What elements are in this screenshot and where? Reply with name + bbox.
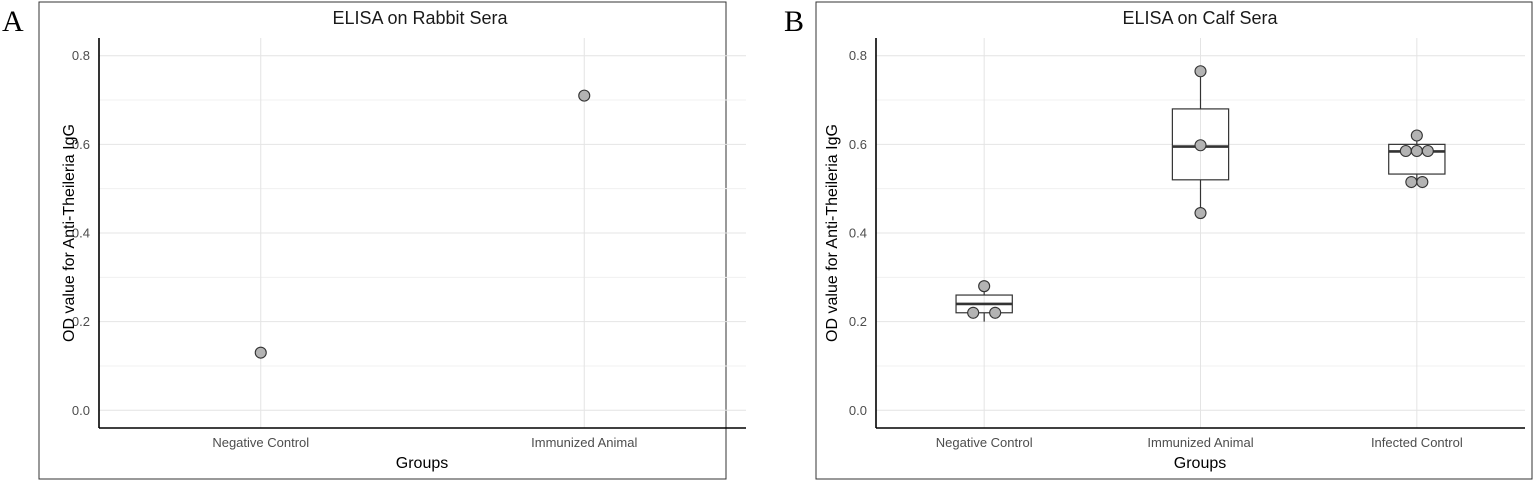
y-tick-label: 0.0 (849, 403, 867, 418)
data-point (1421, 144, 1434, 158)
panel-frame (38, 1, 727, 480)
iqr-box (1171, 108, 1230, 181)
data-point (989, 306, 1002, 319)
data-point (578, 89, 591, 102)
x-tick-label: Infected Control (1371, 435, 1463, 450)
y-axis-title: OD value for Anti-Theileria IgG (824, 124, 841, 342)
panel-frame (815, 1, 1533, 480)
data-point (1399, 144, 1412, 158)
y-tick-label: 0.8 (849, 48, 867, 63)
x-tick-label: Immunized Animal (1147, 435, 1253, 450)
data-point (254, 346, 267, 359)
panel-letter: A (2, 5, 24, 38)
y-tick-label: 0.2 (849, 314, 867, 329)
chart-title: ELISA on Calf Sera (1122, 8, 1278, 28)
data-point (1194, 207, 1207, 220)
y-tick-label: 0.4 (849, 226, 867, 241)
data-point (1416, 175, 1429, 189)
y-axis-title: OD value for Anti-Theileria IgG (61, 124, 78, 342)
x-axis-title: Groups (1174, 455, 1226, 472)
y-tick-label: 0.8 (72, 48, 90, 63)
panel-letter: B (784, 5, 804, 38)
y-tick-label: 0.6 (849, 137, 867, 152)
data-point (1194, 65, 1207, 78)
y-tick-label: 0.0 (72, 403, 90, 418)
data-point (1194, 139, 1207, 152)
y-tick-label: 0.2 (72, 314, 90, 329)
data-point (967, 306, 980, 319)
x-axis-title: Groups (396, 455, 448, 472)
x-tick-label: Negative Control (936, 435, 1033, 450)
data-point (978, 280, 991, 293)
data-point (1410, 144, 1423, 158)
data-point (1405, 175, 1418, 189)
x-tick-label: Immunized Animal (531, 435, 637, 450)
x-tick-label: Negative Control (212, 435, 309, 450)
iqr-box (1388, 143, 1446, 175)
y-tick-label: 0.6 (72, 137, 90, 152)
chart-title: ELISA on Rabbit Sera (332, 8, 508, 28)
data-point (1410, 129, 1423, 142)
y-tick-label: 0.4 (72, 226, 90, 241)
chart-panel-a: A ELISA on Rabbit Sera 0.0 0.2 0.4 0.6 0.8 Nega… (2, 1, 746, 480)
chart-panel-b: B ELISA on Calf Sera 0.0 0.2 0.4 0.6 0.8 Negati… (784, 1, 1533, 480)
